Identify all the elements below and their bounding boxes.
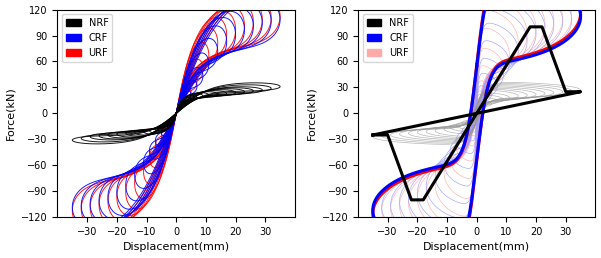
Y-axis label: Force(kN): Force(kN) [5, 86, 16, 140]
Y-axis label: Force(kN): Force(kN) [306, 86, 316, 140]
Legend: NRF, CRF, URF: NRF, CRF, URF [363, 14, 413, 62]
X-axis label: Displacement(mm): Displacement(mm) [123, 243, 230, 252]
X-axis label: Displacement(mm): Displacement(mm) [423, 243, 530, 252]
Legend: NRF, CRF, URF: NRF, CRF, URF [63, 14, 112, 62]
